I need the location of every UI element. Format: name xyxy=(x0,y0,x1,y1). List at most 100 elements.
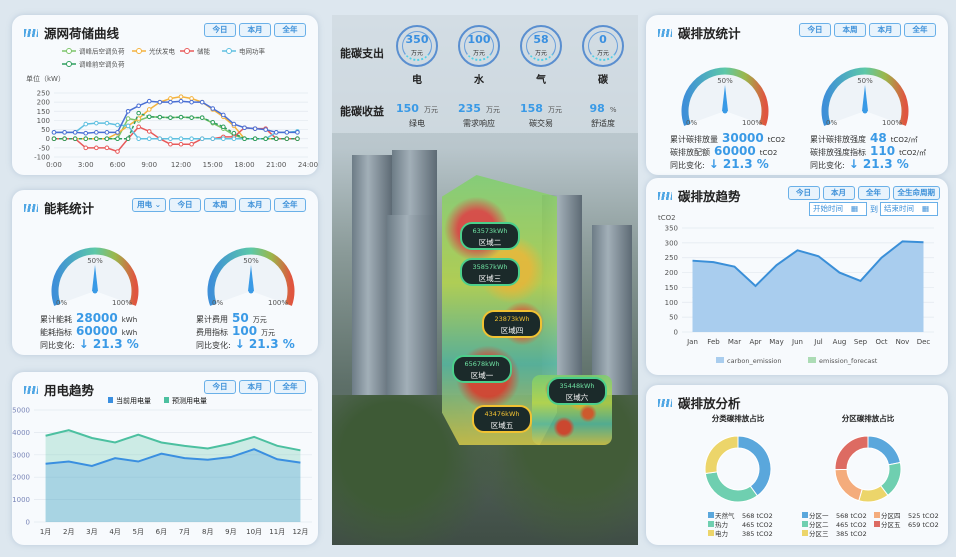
chart-label: 10月 xyxy=(246,528,262,536)
data-point xyxy=(178,94,184,99)
chart-label: 电力 xyxy=(715,529,728,538)
zone-tag[interactable]: 35857kWh 区域三 xyxy=(460,258,520,286)
expense-unit: 万元 xyxy=(596,50,609,57)
data-point xyxy=(51,130,57,135)
data-point xyxy=(199,136,205,142)
gauge-arc xyxy=(51,247,139,306)
chart-label: Feb xyxy=(707,338,720,346)
expense-name: 电 xyxy=(412,75,422,86)
chart-label: May xyxy=(769,338,783,346)
expense-unit: 万元 xyxy=(410,50,423,57)
chart-label: 150 xyxy=(37,108,50,116)
zone-tag[interactable]: 43476kWh 区域五 xyxy=(472,405,532,433)
expense-unit: 万元 xyxy=(534,50,547,57)
source-grid-panel: 源网荷储曲线 今日 本月 全年 250 200 150 100 50 0 -50 -100 0:… xyxy=(12,15,318,175)
chart-label: 0 xyxy=(674,329,678,337)
chart-label: 18:00 xyxy=(234,161,254,169)
series-line xyxy=(692,240,924,288)
year-button[interactable]: 全年 xyxy=(857,186,890,200)
data-point xyxy=(178,141,184,147)
today-button[interactable]: 今日 xyxy=(204,23,236,37)
chart-label: Jun xyxy=(791,338,803,346)
year-button[interactable]: 全年 xyxy=(274,380,306,394)
start-date-input[interactable]: 开始时间 ▦ xyxy=(809,202,867,216)
data-point xyxy=(210,106,216,111)
data-point xyxy=(62,136,67,142)
month-button[interactable]: 本月 xyxy=(869,23,901,37)
row-label: 费用指标 xyxy=(196,328,228,337)
legend-swatch xyxy=(874,512,880,518)
data-point xyxy=(252,136,258,142)
data-point xyxy=(125,136,131,142)
month-button[interactable]: 本月 xyxy=(239,23,271,37)
slice-value: 568 tCO2 xyxy=(836,512,867,520)
zone-name: 区域一 xyxy=(470,371,494,380)
row-unit: kWh xyxy=(121,316,138,324)
chart-label: 0:00 xyxy=(46,161,62,169)
period-buttons: 今日 本周 本月 全年 xyxy=(799,23,936,37)
year-button[interactable]: 全年 xyxy=(274,198,306,212)
chart-label: 当前用电量 xyxy=(116,396,151,405)
gauge-row: 累计碳排放量 30000 tCO2 xyxy=(670,131,785,145)
energy-type-dropdown[interactable]: 用电 ⌄ xyxy=(132,198,166,212)
zone-tag[interactable]: 63573kWh 区域二 xyxy=(460,222,520,250)
gauge-row: 同比变化: ↓ 21.3 % xyxy=(670,157,773,171)
zone-tag[interactable]: 65678kWh 区域一 xyxy=(452,355,512,383)
gauge-row: 碳排放强度指标 110 tCO2/㎡ xyxy=(810,144,926,158)
row-label: 碳排放配额 xyxy=(670,148,710,157)
row-value: 50 xyxy=(232,311,249,325)
year-button[interactable]: 全年 xyxy=(904,23,936,37)
data-point xyxy=(94,120,99,126)
today-button[interactable]: 今日 xyxy=(799,23,831,37)
today-button[interactable]: 今日 xyxy=(169,198,201,212)
chart-label: 50 xyxy=(669,314,678,322)
data-point xyxy=(221,124,226,130)
chart-label: 储能 xyxy=(197,47,211,56)
data-point xyxy=(178,136,184,142)
today-button[interactable]: 今日 xyxy=(787,186,820,200)
chart-label: 6月 xyxy=(156,528,167,536)
gauge-row: 能耗指标 60000 kWh xyxy=(40,324,137,338)
week-button[interactable]: 本周 xyxy=(834,23,866,37)
chart-label: 12月 xyxy=(292,528,308,536)
slice-value: 525 tCO2 xyxy=(908,512,939,520)
slice-value: 659 tCO2 xyxy=(908,521,939,529)
gauge-arc xyxy=(207,247,295,306)
lifecycle-button[interactable]: 全生命周期 xyxy=(892,186,940,200)
data-point xyxy=(252,126,258,131)
dropdown-value: 用电 xyxy=(137,200,153,209)
donut-slice xyxy=(834,435,869,471)
gauge-row: 同比变化: ↓ 21.3 % xyxy=(196,337,299,351)
data-point xyxy=(125,123,131,129)
expense-ring-2: 58 万元 xyxy=(520,25,562,67)
month-button[interactable]: 本月 xyxy=(822,186,855,200)
today-button[interactable]: 今日 xyxy=(204,380,236,394)
month-button[interactable]: 本月 xyxy=(239,380,271,394)
year-button[interactable]: 全年 xyxy=(274,23,306,37)
month-button[interactable]: 本月 xyxy=(239,198,271,212)
title-text: 碳排放分析 xyxy=(678,396,741,411)
zone-tag[interactable]: 23873kWh 区域四 xyxy=(482,310,542,338)
gauge-row: 累计费用 50 万元 xyxy=(196,311,267,325)
end-date-input[interactable]: 结束时间 ▦ xyxy=(880,202,938,216)
chart-label: 天然气 xyxy=(715,511,735,520)
chart-label: 50% xyxy=(857,77,873,85)
chart-label: 热力 xyxy=(715,520,728,529)
data-point xyxy=(189,115,194,120)
title-text: 碳排放趋势 xyxy=(678,189,741,204)
zone-kwh: 65678kWh xyxy=(464,360,500,368)
legend-swatch xyxy=(708,512,714,518)
zone-tag[interactable]: 35448kWh 区域六 xyxy=(547,377,607,405)
data-point xyxy=(72,130,78,135)
expense-name: 碳 xyxy=(598,75,608,86)
week-button[interactable]: 本周 xyxy=(204,198,236,212)
row-value: 60000 xyxy=(76,324,118,338)
expense-value: 100 xyxy=(467,33,491,46)
legend-swatch xyxy=(802,512,808,518)
expense-unit: 万元 xyxy=(472,50,485,57)
carbon-analysis-panel: 碳排放分析 分类碳排放占比 天然气 568 tCO2 热力 465 tCO2 电力 385 … xyxy=(646,385,948,545)
data-point xyxy=(168,96,173,101)
row-value: ↓ 21.3 % xyxy=(708,157,769,171)
data-point xyxy=(273,130,279,135)
